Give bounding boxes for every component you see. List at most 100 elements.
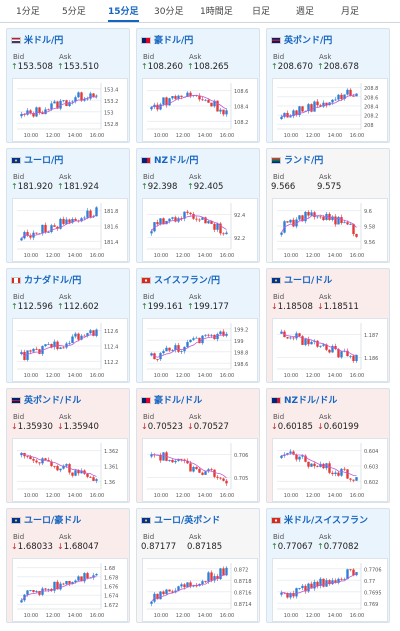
candle-body bbox=[162, 452, 165, 461]
ask-label: Ask bbox=[319, 173, 332, 181]
tab-15min[interactable]: 15分足 bbox=[108, 4, 139, 22]
pair-name: 豪ドル/円 bbox=[154, 36, 194, 46]
pair-title[interactable]: 豪ドル/ドル bbox=[141, 393, 202, 406]
candle-body bbox=[334, 99, 337, 101]
candle-body bbox=[301, 215, 304, 222]
mini-candlestick-chart[interactable]: 9.6 9.58 9.56 10:00 12:00 14:00 16:00 bbox=[272, 198, 388, 262]
mini-candlestick-chart[interactable]: 0.706 0.705 10:00 12:00 14:00 16:00 bbox=[142, 438, 258, 502]
candle-body bbox=[162, 351, 165, 354]
pair-title[interactable]: ランド/円 bbox=[271, 153, 323, 166]
candle-body bbox=[298, 215, 301, 220]
bid-value: 0.77067 bbox=[277, 542, 313, 552]
arrow-down-icon: ↓ bbox=[317, 302, 324, 311]
ask-label: Ask bbox=[319, 53, 332, 61]
candle-body bbox=[222, 478, 225, 481]
currency-card[interactable]: ユーロ/豪ドル Bid Ask ↓1.68033 ↓1.68047 1.68 1.678 1.… bbox=[6, 508, 130, 623]
candle-body bbox=[304, 211, 307, 222]
ask-value-row: ↑0.77082 bbox=[317, 542, 359, 552]
candle-body bbox=[65, 580, 68, 585]
mini-candlestick-chart[interactable]: 208.8 208.6 208.4 208.2 208 10:00 12:00 14:00 16… bbox=[272, 78, 388, 142]
moving-average-line bbox=[281, 573, 357, 595]
mini-candlestick-chart[interactable]: 0.872 0.8718 0.8716 0.8714 10:00 12:00 14:00 16… bbox=[142, 558, 258, 622]
currency-card[interactable]: 英ポンド/ドル Bid Ask ↓1.35930 ↓1.35940 1.362 1.361 1… bbox=[6, 388, 130, 503]
mini-candlestick-chart[interactable]: 181.8 181.6 181.4 10:00 12:00 14:00 16:00 bbox=[12, 198, 128, 262]
pair-title[interactable]: スイスフラン/円 bbox=[141, 273, 220, 286]
arrow-up-icon: ↑ bbox=[317, 62, 324, 71]
mini-candlestick-chart[interactable]: 153.4 153.2 153 152.8 10:00 12:00 14:00 16:00 bbox=[12, 78, 128, 142]
candle-body bbox=[295, 219, 298, 227]
pair-title[interactable]: 英ポンド/ドル bbox=[11, 393, 81, 406]
arrow-up-icon: ↑ bbox=[11, 182, 18, 191]
mini-candlestick-chart[interactable]: 1.68 1.678 1.676 1.674 1.672 10:00 12:00 14:00 1… bbox=[12, 558, 128, 622]
tab-1hour[interactable]: 1時間足 bbox=[200, 7, 233, 17]
x-tick-label: 16:00 bbox=[350, 253, 364, 259]
currency-card[interactable]: スイスフラン/円 Bid Ask ↑199.161 ↑199.177 199.2 199 19… bbox=[136, 268, 260, 383]
candle-body bbox=[201, 472, 204, 475]
pair-title[interactable]: カナダドル/円 bbox=[11, 273, 81, 286]
bid-value-row: ↓0.60185 bbox=[271, 422, 313, 432]
currency-card[interactable]: NZドル/円 Bid Ask ↑92.398 ↑92.405 92.4 92.2 10:00 1… bbox=[136, 148, 260, 263]
currency-card[interactable]: 英ポンド/円 Bid Ask ↑208.670 ↑208.678 208.8 208.6 20… bbox=[266, 28, 390, 143]
currency-card[interactable]: 米ドル/スイスフラン Bid Ask ↑0.77067 ↑0.77082 0.7706 0.… bbox=[266, 508, 390, 623]
candle-body bbox=[195, 585, 198, 587]
mini-candlestick-chart[interactable]: 0.7706 0.77 0.7695 0.769 10:00 12:00 14:00 16:0… bbox=[272, 558, 388, 622]
pair-title[interactable]: ユーロ/英ポンド bbox=[141, 513, 220, 526]
candle-body bbox=[171, 217, 174, 219]
pair-title[interactable]: ユーロ/円 bbox=[11, 153, 63, 166]
x-tick-label: 12:00 bbox=[176, 373, 190, 379]
candle-body bbox=[41, 113, 44, 115]
pair-title[interactable]: ユーロ/豪ドル bbox=[11, 513, 81, 526]
currency-card[interactable]: 豪ドル/円 Bid Ask ↑108.260 ↑108.265 108.6 108.4 108… bbox=[136, 28, 260, 143]
candle-body bbox=[201, 99, 204, 101]
candle-body bbox=[349, 89, 352, 96]
mini-candlestick-chart[interactable]: 108.6 108.4 108.2 10:00 12:00 14:00 16:00 bbox=[142, 78, 258, 142]
bid-value-row: ↑112.596 bbox=[11, 302, 53, 312]
candle-body bbox=[32, 348, 35, 352]
candle-body bbox=[352, 356, 355, 361]
tab-daily[interactable]: 日足 bbox=[252, 7, 271, 17]
currency-card[interactable]: 豪ドル/ドル Bid Ask ↓0.70523 ↓0.70527 0.706 0.705 10… bbox=[136, 388, 260, 503]
tab-weekly[interactable]: 週足 bbox=[296, 7, 315, 17]
candle-body bbox=[68, 102, 71, 106]
pair-title[interactable]: 豪ドル/円 bbox=[141, 33, 194, 46]
pair-title[interactable]: 米ドル/スイスフラン bbox=[271, 513, 368, 526]
y-tick-label: 1.678 bbox=[104, 575, 118, 581]
currency-card[interactable]: ユーロ/ドル Bid Ask ↓1.18508 ↓1.18511 1.187 1.186 10… bbox=[266, 268, 390, 383]
mini-candlestick-chart[interactable]: 1.187 1.186 10:00 12:00 14:00 16:00 bbox=[272, 318, 388, 382]
pair-title[interactable]: 米ドル/円 bbox=[11, 33, 63, 46]
nz-flag-icon bbox=[271, 397, 281, 404]
candle-body bbox=[316, 581, 319, 586]
y-tick-label: 1.676 bbox=[104, 585, 118, 591]
candle-body bbox=[355, 233, 358, 237]
currency-card[interactable]: ユーロ/英ポンド Bid Ask 0.87177 0.87185 0.872 0.8718 0… bbox=[136, 508, 260, 623]
pair-title[interactable]: NZドル/円 bbox=[141, 153, 198, 166]
mini-candlestick-chart[interactable]: 112.6 112.4 112.2 10:00 12:00 14:00 16:00 bbox=[12, 318, 128, 382]
mini-candlestick-chart[interactable]: 0.604 0.603 0.602 10:00 12:00 14:00 16:00 bbox=[272, 438, 388, 502]
currency-card[interactable]: 米ドル/円 Bid Ask ↑153.508 ↑153.510 153.4 153.2 153… bbox=[6, 28, 130, 143]
bid-label: Bid bbox=[143, 413, 155, 421]
tab-30min[interactable]: 30分足 bbox=[154, 7, 184, 17]
candle-body bbox=[83, 335, 86, 337]
pair-title[interactable]: 英ポンド/円 bbox=[271, 33, 332, 46]
currency-card[interactable]: NZドル/ドル Bid Ask ↓0.60185 ↓0.60199 0.604 0.603 0… bbox=[266, 388, 390, 503]
candle-body bbox=[183, 584, 186, 588]
bid-label: Bid bbox=[143, 173, 155, 181]
x-tick-label: 14:00 bbox=[328, 493, 342, 499]
currency-card[interactable]: ユーロ/円 Bid Ask ↑181.920 ↑181.924 181.8 181.6 181… bbox=[6, 148, 130, 263]
candle-body bbox=[156, 359, 159, 360]
y-tick-label: 198.6 bbox=[234, 362, 248, 368]
mini-candlestick-chart[interactable]: 1.362 1.361 1.36 10:00 12:00 14:00 16:00 bbox=[12, 438, 128, 502]
tab-5min[interactable]: 5分足 bbox=[62, 7, 86, 17]
mini-candlestick-chart[interactable]: 92.4 92.2 10:00 12:00 14:00 16:00 bbox=[142, 198, 258, 262]
candle-body bbox=[189, 92, 192, 96]
tab-1min[interactable]: 1分足 bbox=[16, 7, 40, 17]
pair-title[interactable]: NZドル/ドル bbox=[271, 393, 337, 406]
currency-card[interactable]: カナダドル/円 Bid Ask ↑112.596 ↑112.602 112.6 112.4 1… bbox=[6, 268, 130, 383]
mini-candlestick-chart[interactable]: 199.2 199 198.8 198.6 10:00 12:00 14:00 16:00 bbox=[142, 318, 258, 382]
pair-title[interactable]: ユーロ/ドル bbox=[271, 273, 332, 286]
tab-monthly[interactable]: 月足 bbox=[341, 7, 360, 17]
bid-value-row: ↑108.260 bbox=[141, 62, 183, 72]
currency-card[interactable]: ランド/円 Bid Ask 9.566 9.575 9.6 9.58 9.56 10:00 12:… bbox=[266, 148, 390, 263]
candle-body bbox=[286, 337, 289, 339]
candle-body bbox=[325, 213, 328, 220]
